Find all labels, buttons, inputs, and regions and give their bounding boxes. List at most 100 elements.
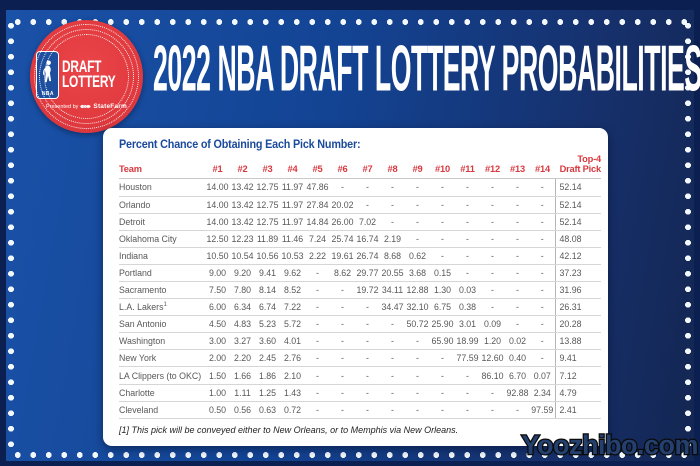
probability-cell: 9.00 (205, 264, 230, 283)
probability-cell: - (530, 178, 555, 197)
probability-cell: - (380, 196, 405, 214)
table-row: Detroit 14.00 13.42 12.75 11.97 14.84 26.00 7.0… (119, 213, 601, 231)
probability-cell: - (305, 366, 330, 385)
probability-cell: 0.09 (480, 315, 505, 334)
top4-cell: 37.23 (554, 264, 601, 283)
probability-cell: 3.27 (230, 332, 255, 351)
column-header-pick: #13 (505, 154, 530, 180)
column-header-pick: #2 (230, 154, 255, 180)
top4-cell: 52.14 (554, 196, 601, 214)
column-header-pick: #7 (355, 154, 380, 180)
team-cell: Washington (119, 332, 205, 351)
probability-cell: 1.20 (480, 332, 505, 351)
probability-cell: - (455, 264, 480, 283)
column-header-pick: #8 (380, 154, 405, 180)
probability-cell: - (355, 366, 380, 385)
probability-cell: 0.15 (430, 264, 455, 283)
probability-cell: - (480, 230, 505, 248)
probability-cell: - (530, 196, 555, 214)
probability-cell: - (330, 178, 355, 197)
probability-cell: 25.90 (430, 315, 455, 334)
column-header-row: Team #1 #2 #3 #4 #5 #6 #7 #8 #9 #10 #11 #12 #13 #14 Top… (119, 154, 601, 180)
table-row: Cleveland 0.50 0.56 0.63 0.72- - - - - - - - -97.59 2… (119, 401, 601, 419)
probability-cell: - (480, 384, 505, 402)
probability-cell: 6.70 (505, 366, 530, 385)
table-row: LA Clippers (to OKC) 1.50 1.66 1.86 2.10- - - -… (119, 366, 601, 385)
probability-cell: 2.20 (230, 349, 255, 368)
probability-cell: - (455, 213, 480, 231)
probability-cell: 9.62 (280, 264, 305, 283)
probability-cell: - (480, 247, 505, 265)
watermark: Yoozhibo.com (520, 429, 699, 462)
column-header-pick: #11 (455, 154, 480, 180)
probability-cell: 14.84 (305, 213, 330, 231)
probability-cell: - (430, 366, 455, 385)
probability-cell: 6.34 (230, 298, 255, 317)
probability-cell: - (530, 349, 555, 368)
probability-cell: - (505, 315, 530, 334)
team-cell: Cleveland (119, 401, 205, 419)
probability-cell: - (305, 401, 330, 419)
probability-cell: 8.52 (280, 281, 305, 300)
column-header-pick: #9 (405, 154, 430, 180)
probability-cell: - (530, 298, 555, 317)
perforation-dots-left (7, 18, 15, 457)
probability-cell: - (330, 349, 355, 368)
column-header-pick: #4 (280, 154, 305, 180)
probability-cell: 4.83 (230, 315, 255, 334)
probability-cell: 0.07 (530, 366, 555, 385)
probability-cell: 1.86 (255, 366, 280, 385)
probability-cell: - (480, 196, 505, 214)
probability-cell: - (480, 298, 505, 317)
probability-cell: 0.40 (505, 349, 530, 368)
probability-cell: 7.50 (205, 281, 230, 300)
probability-cell: - (530, 230, 555, 248)
probability-cell: 14.00 (205, 178, 230, 197)
probability-cell: 27.84 (305, 196, 330, 214)
probability-cell: 9.20 (230, 264, 255, 283)
probability-cell: - (380, 349, 405, 368)
probability-cell: 13.42 (230, 196, 255, 214)
probability-cell: 2.10 (280, 366, 305, 385)
probability-cell: - (480, 264, 505, 283)
probability-cell: 26.74 (355, 247, 380, 265)
probability-cell: 0.38 (455, 298, 480, 317)
probability-cell: 3.00 (205, 332, 230, 351)
top4-cell: 2.41 (554, 401, 601, 419)
probability-cell: - (455, 366, 480, 385)
perforation-dots-bottom (10, 451, 688, 459)
probability-cell: 11.97 (280, 196, 305, 214)
probability-cell: - (430, 247, 455, 265)
probability-cell: 0.02 (505, 332, 530, 351)
table-footnote: [1] This pick will be conveyed either to… (119, 424, 459, 435)
probability-cell: - (380, 401, 405, 419)
probability-cell: 3.60 (255, 332, 280, 351)
probability-cell: 1.25 (255, 384, 280, 402)
probability-cell: 0.56 (230, 401, 255, 419)
probability-cell: - (530, 315, 555, 334)
probability-cell: 2.45 (255, 349, 280, 368)
probability-cell: 32.10 (405, 298, 430, 317)
probability-cell: - (405, 230, 430, 248)
perforation-dots-top (10, 18, 688, 26)
table-row: Oklahoma City 12.50 12.23 11.89 11.46 7.24 25.… (119, 230, 601, 248)
team-cell: Portland (119, 264, 205, 283)
badge-title: DRAFT LOTTERY (62, 60, 116, 90)
probability-cell: 8.68 (380, 247, 405, 265)
probability-cell: 0.03 (455, 281, 480, 300)
probability-cell: 12.75 (255, 196, 280, 214)
probability-cell: - (380, 332, 405, 351)
probability-cell: - (355, 196, 380, 214)
probability-cell: - (330, 366, 355, 385)
probability-cell: 2.00 (205, 349, 230, 368)
probability-cell: - (405, 349, 430, 368)
probability-cell: 11.97 (280, 178, 305, 197)
probability-cell: 13.42 (230, 213, 255, 231)
probability-cell: 3.68 (405, 264, 430, 283)
top4-cell: 48.08 (554, 230, 601, 248)
probability-cell: - (530, 281, 555, 300)
column-header-pick: #3 (255, 154, 280, 180)
page-title: 2022 NBA DRAFT LOTTERY PROBABILITIES (153, 32, 700, 105)
probability-cell: - (530, 247, 555, 265)
